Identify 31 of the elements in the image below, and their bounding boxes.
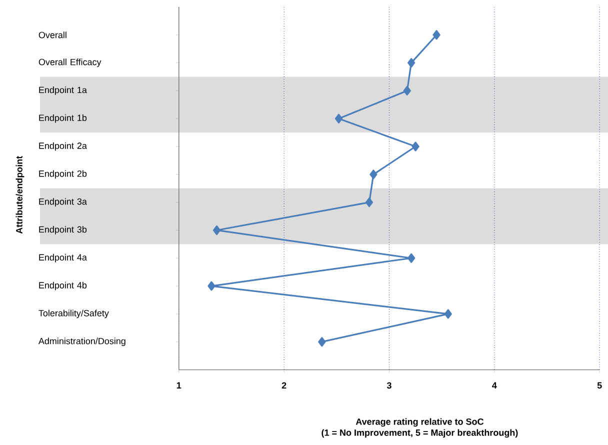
y-tick-label: Endpoint 3b xyxy=(39,226,87,235)
y-tick-label: Administration/Dosing xyxy=(38,338,126,346)
x-tick-label: 1 xyxy=(176,382,182,389)
point xyxy=(403,86,411,96)
point xyxy=(432,30,440,40)
y-tick-label: Tolerability/Safety xyxy=(38,310,109,318)
x-tick-label: 2 xyxy=(282,382,286,389)
y-tick-label: Endpoint 1a xyxy=(39,86,87,96)
y-tick-label: Endpoint 2a xyxy=(39,142,87,151)
point xyxy=(318,337,326,347)
y-tick-label: Overall xyxy=(38,32,66,38)
x-tick-label: 5 xyxy=(597,382,602,389)
point xyxy=(408,58,416,68)
y-tick-label: Endpoint 1b xyxy=(39,114,87,123)
y-tick-label: Endpoint 3a xyxy=(39,198,87,207)
x-tick-label: 4 xyxy=(492,382,497,389)
y-tick-label: Endpoint 4b xyxy=(39,282,87,290)
y-tick-label: Endpoint 4a xyxy=(39,254,87,262)
point xyxy=(370,170,378,180)
point xyxy=(412,142,420,152)
point xyxy=(212,226,221,236)
point xyxy=(334,114,343,124)
y-tick-label: Endpoint 2b xyxy=(39,170,87,179)
point xyxy=(365,198,374,208)
y-tick-label: Overall Efficacy xyxy=(38,58,102,68)
y-axis-title: Attribute/endpoint xyxy=(16,156,24,234)
x-axis-title: Average rating relative to SoC (1 = No Improvement, 5 = Major breakthrough) xyxy=(322,418,518,438)
point xyxy=(408,253,416,264)
x-tick-label: 3 xyxy=(386,382,392,389)
point xyxy=(208,281,216,291)
point xyxy=(444,309,452,319)
